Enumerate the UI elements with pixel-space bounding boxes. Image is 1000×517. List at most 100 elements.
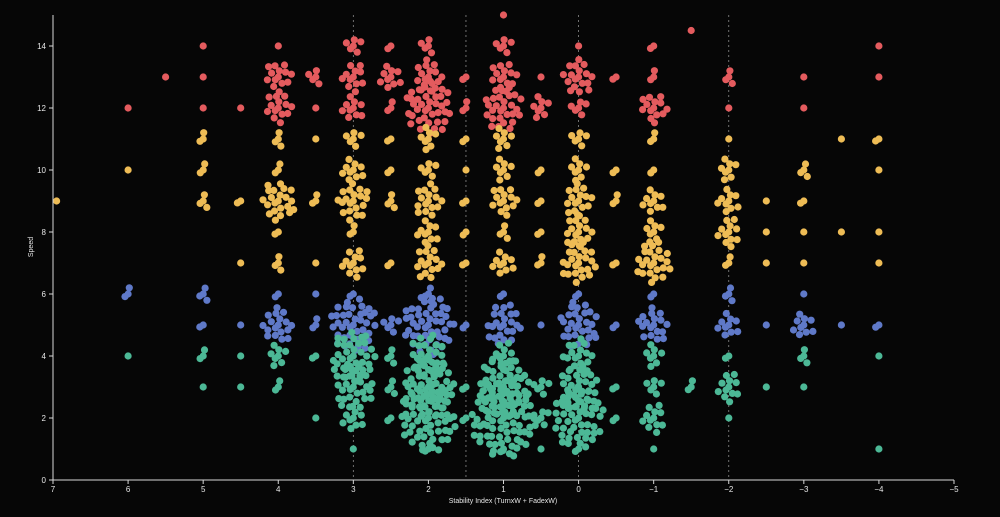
data-point[interactable]: [421, 417, 430, 425]
data-point[interactable]: [599, 406, 607, 414]
data-point[interactable]: [566, 62, 574, 70]
data-point[interactable]: [271, 62, 279, 70]
data-point[interactable]: [639, 106, 647, 114]
data-point[interactable]: [451, 423, 459, 431]
data-point[interactable]: [522, 396, 530, 404]
data-point[interactable]: [281, 92, 289, 100]
data-point[interactable]: [503, 387, 511, 395]
data-point[interactable]: [312, 259, 320, 267]
data-point[interactable]: [350, 346, 358, 354]
data-point[interactable]: [431, 68, 440, 76]
data-point[interactable]: [434, 419, 442, 427]
data-point[interactable]: [417, 257, 425, 265]
data-point[interactable]: [577, 266, 585, 274]
data-point[interactable]: [575, 253, 583, 261]
data-point[interactable]: [414, 231, 422, 239]
data-point[interactable]: [346, 269, 354, 277]
data-point[interactable]: [422, 424, 430, 433]
data-point[interactable]: [276, 315, 284, 323]
data-point[interactable]: [837, 228, 846, 236]
data-point[interactable]: [271, 76, 279, 84]
data-point[interactable]: [334, 340, 342, 348]
data-point[interactable]: [426, 222, 434, 230]
data-point[interactable]: [388, 67, 396, 75]
data-point[interactable]: [356, 403, 364, 411]
data-point[interactable]: [503, 142, 511, 150]
data-point[interactable]: [434, 427, 443, 435]
data-point[interactable]: [544, 409, 552, 417]
data-point[interactable]: [500, 315, 509, 323]
data-point[interactable]: [565, 341, 573, 349]
data-point[interactable]: [499, 366, 508, 374]
data-point[interactable]: [538, 253, 546, 261]
data-point[interactable]: [196, 323, 204, 331]
data-point[interactable]: [500, 129, 508, 137]
data-point[interactable]: [727, 243, 735, 251]
data-point[interactable]: [259, 196, 267, 204]
data-point[interactable]: [559, 258, 567, 266]
data-point[interactable]: [384, 137, 392, 145]
data-point[interactable]: [585, 387, 593, 395]
data-point[interactable]: [312, 135, 320, 143]
data-point[interactable]: [653, 327, 661, 335]
data-point[interactable]: [199, 42, 207, 50]
data-point[interactable]: [497, 417, 505, 425]
data-point[interactable]: [420, 341, 428, 349]
data-point[interactable]: [577, 173, 585, 181]
data-point[interactable]: [443, 391, 451, 399]
data-point[interactable]: [405, 110, 413, 118]
data-point[interactable]: [576, 160, 584, 168]
data-point[interactable]: [362, 332, 370, 340]
data-point[interactable]: [658, 349, 666, 357]
data-point[interactable]: [380, 318, 388, 326]
data-point[interactable]: [559, 71, 568, 79]
data-point[interactable]: [124, 352, 132, 360]
data-point[interactable]: [400, 431, 409, 439]
data-point[interactable]: [345, 113, 353, 121]
data-point[interactable]: [588, 194, 596, 202]
data-point[interactable]: [663, 105, 671, 113]
data-point[interactable]: [552, 424, 560, 432]
data-point[interactable]: [435, 446, 443, 454]
data-point[interactable]: [53, 197, 61, 205]
data-point[interactable]: [402, 314, 410, 322]
data-point[interactable]: [394, 68, 402, 76]
data-point[interactable]: [657, 93, 665, 101]
data-point[interactable]: [438, 364, 446, 373]
data-point[interactable]: [446, 427, 454, 435]
data-point[interactable]: [407, 120, 415, 128]
data-point[interactable]: [583, 421, 592, 429]
data-point[interactable]: [437, 92, 445, 100]
data-point[interactable]: [267, 101, 275, 109]
data-point[interactable]: [362, 194, 371, 202]
data-point[interactable]: [415, 311, 423, 319]
data-point[interactable]: [554, 417, 563, 425]
data-point[interactable]: [552, 399, 561, 407]
data-point[interactable]: [342, 380, 350, 388]
data-point[interactable]: [647, 76, 655, 84]
data-point[interactable]: [430, 61, 438, 69]
data-point[interactable]: [271, 169, 279, 177]
data-point[interactable]: [422, 207, 430, 216]
data-point[interactable]: [313, 191, 321, 199]
data-point[interactable]: [409, 339, 417, 347]
data-point[interactable]: [402, 331, 410, 339]
data-point[interactable]: [428, 211, 436, 219]
data-point[interactable]: [290, 206, 298, 214]
data-point[interactable]: [655, 238, 663, 246]
data-point[interactable]: [427, 180, 435, 188]
data-point[interactable]: [796, 310, 804, 318]
data-point[interactable]: [350, 129, 358, 137]
data-point[interactable]: [647, 199, 655, 208]
data-point[interactable]: [329, 323, 337, 331]
data-point[interactable]: [572, 231, 580, 239]
data-point[interactable]: [565, 209, 573, 217]
data-point[interactable]: [580, 370, 588, 378]
data-point[interactable]: [445, 109, 454, 118]
data-point[interactable]: [485, 333, 493, 341]
data-point[interactable]: [875, 228, 883, 236]
data-point[interactable]: [357, 131, 365, 139]
data-point[interactable]: [505, 61, 513, 69]
data-point[interactable]: [388, 346, 396, 354]
data-point[interactable]: [422, 123, 430, 132]
